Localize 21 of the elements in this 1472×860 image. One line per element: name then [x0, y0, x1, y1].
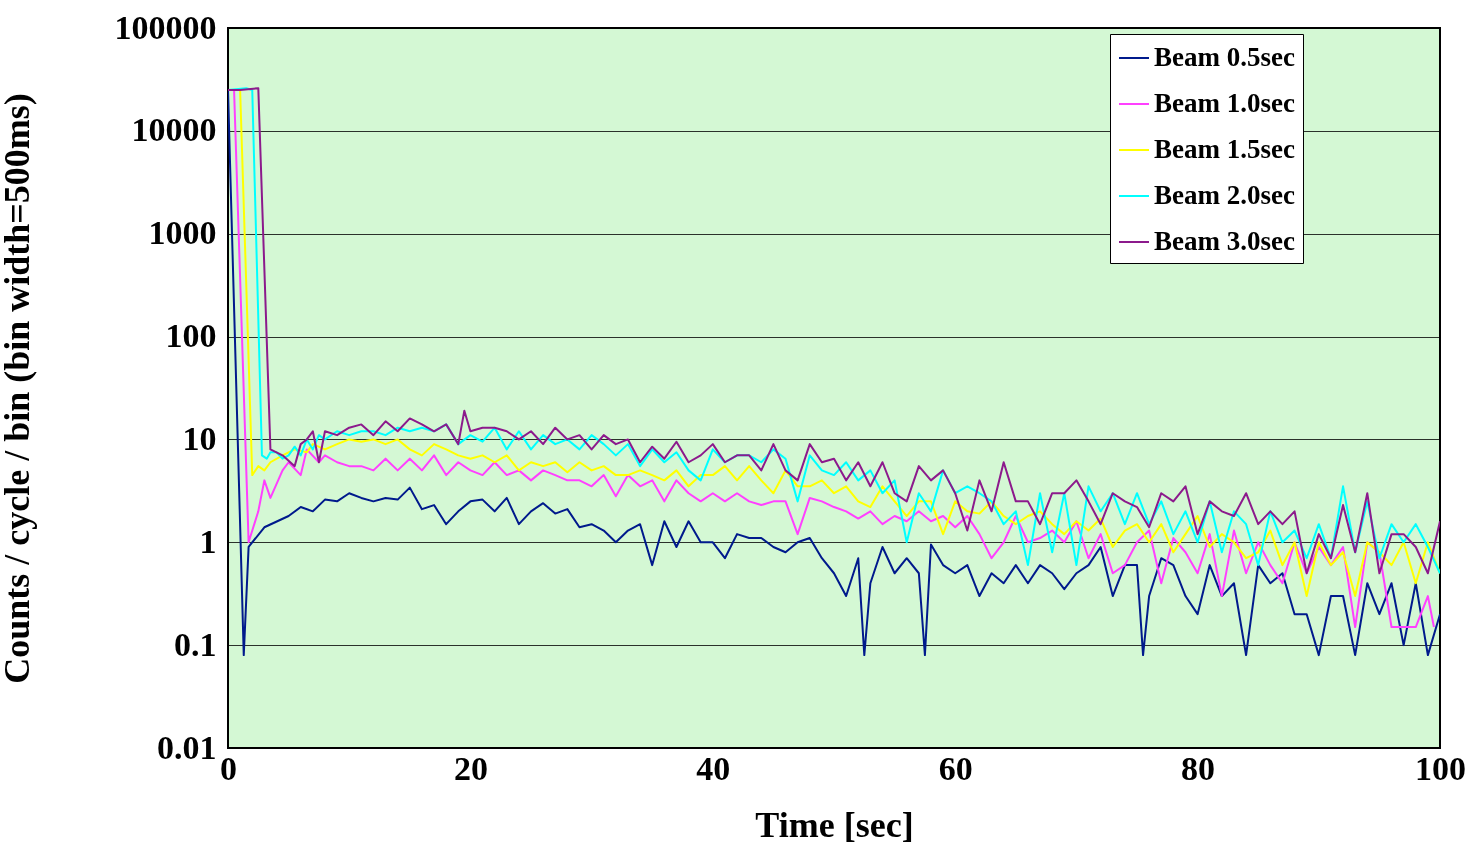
x-axis-title: Time [sec] [755, 804, 914, 845]
x-tick-label: 100 [1415, 749, 1466, 787]
legend-label: Beam 2.0sec [1154, 180, 1295, 210]
y-tick-label: 0.1 [174, 625, 217, 663]
y-tick-label: 1000 [148, 214, 217, 252]
y-tick-label: 100 [165, 317, 217, 355]
x-tick-label: 40 [696, 749, 731, 787]
x-tick-label: 60 [938, 749, 973, 787]
y-tick-label: 10000 [131, 111, 217, 149]
y-tick-label: 10 [182, 419, 217, 457]
x-tick-label: 20 [453, 749, 488, 787]
y-tick-label: 1 [199, 522, 217, 560]
x-tick-label: 0 [220, 749, 237, 787]
legend-label: Beam 0.5sec [1154, 42, 1295, 72]
legend-label: Beam 1.0sec [1154, 88, 1295, 118]
x-tick-label: 80 [1181, 749, 1216, 787]
legend-label: Beam 3.0sec [1154, 226, 1295, 256]
y-axis-title: Counts / cycle / bin (bin width=500ms) [0, 93, 37, 684]
legend-label: Beam 1.5sec [1154, 134, 1295, 164]
y-tick-label: 0.01 [157, 728, 217, 766]
y-tick-label: 100000 [114, 8, 217, 46]
